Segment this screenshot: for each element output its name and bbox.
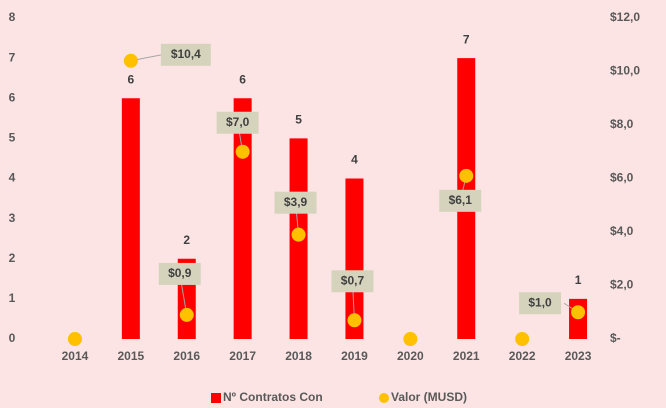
point-value-label: $0,7 (341, 273, 365, 287)
y-tick-label: 2 (9, 251, 16, 265)
bar (345, 178, 364, 339)
bar-value-label: 6 (239, 72, 246, 86)
point (571, 305, 586, 320)
point-value-label: $1,0 (528, 295, 552, 309)
point (235, 144, 250, 159)
point (347, 313, 362, 328)
bar-value-label: 1 (575, 273, 582, 287)
y2-tick-label: $- (610, 331, 621, 345)
legend-swatch (211, 393, 221, 403)
bar-value-label: 7 (463, 32, 470, 46)
point-value-label: $7,0 (226, 115, 250, 129)
point (179, 307, 194, 322)
point-value-label: $6,1 (449, 193, 473, 207)
x-tick-label: 2019 (341, 349, 368, 363)
x-tick-label: 2016 (173, 349, 200, 363)
point (123, 53, 138, 68)
y2-tick-label: $8,0 (610, 117, 634, 131)
y-tick-label: 5 (9, 131, 16, 145)
value-label-box (160, 43, 211, 66)
point-value-label: $3,9 (284, 195, 308, 209)
bar-value-label: 6 (128, 72, 135, 86)
y2-tick-label: $10,0 (610, 64, 640, 78)
y2-tick-label: $6,0 (610, 171, 634, 185)
legend-label: Valor (MUSD) (391, 390, 467, 404)
x-tick-label: 2017 (229, 349, 256, 363)
point (67, 332, 82, 346)
y-tick-label: 1 (9, 291, 16, 305)
point (403, 332, 418, 346)
bar (121, 98, 140, 339)
bar-value-label: 2 (183, 233, 190, 247)
x-tick-label: 2014 (62, 349, 89, 363)
y-tick-label: 6 (9, 90, 16, 104)
bar (233, 98, 252, 339)
bar-value-label: 4 (351, 153, 358, 167)
point-value-label: $10,4 (171, 47, 201, 61)
y2-tick-label: $4,0 (610, 224, 634, 238)
point (291, 227, 306, 242)
value-label-box (519, 292, 562, 315)
y-tick-label: 7 (9, 50, 16, 64)
y2-tick-label: $12,0 (610, 10, 640, 24)
legend-label: Nº Contratos Con (223, 390, 323, 404)
point (459, 168, 474, 183)
point (515, 332, 530, 346)
value-label-box (274, 191, 317, 214)
x-tick-label: 2021 (453, 349, 480, 363)
value-label-box (158, 262, 201, 285)
point-value-label: $0,9 (168, 266, 192, 280)
value-label-box (216, 111, 259, 134)
x-tick-label: 2023 (565, 349, 592, 363)
legend-swatch (379, 393, 389, 403)
y-tick-label: 3 (9, 211, 16, 225)
value-label-box (331, 270, 374, 293)
x-tick-label: 2020 (397, 349, 424, 363)
x-tick-label: 2015 (117, 349, 144, 363)
y-tick-label: 0 (9, 331, 16, 345)
y-tick-label: 8 (9, 10, 16, 24)
y-tick-label: 4 (9, 171, 16, 185)
x-tick-label: 2018 (285, 349, 312, 363)
bar-value-label: 5 (295, 113, 302, 127)
y2-tick-label: $2,0 (610, 278, 634, 292)
x-tick-label: 2022 (509, 349, 536, 363)
value-label-box (439, 189, 482, 212)
